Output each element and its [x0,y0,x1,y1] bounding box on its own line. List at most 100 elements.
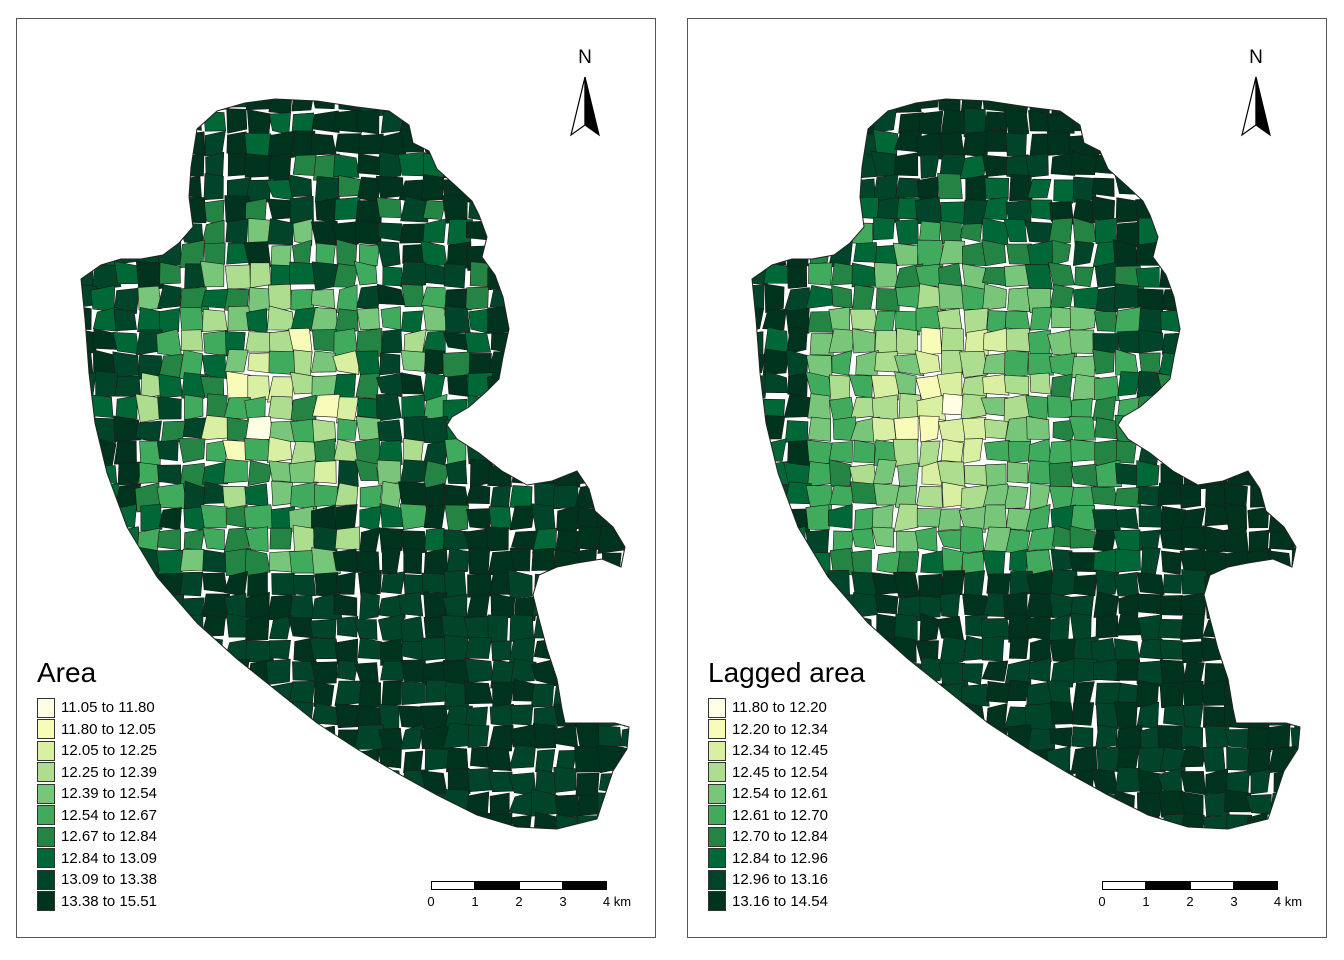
map-region [618,614,629,641]
legend-swatch [708,826,726,847]
map-region [620,352,629,379]
map-region [1248,613,1274,639]
map-region [508,744,536,769]
map-region [511,129,535,152]
map-region [1223,216,1251,245]
map-region [403,812,426,829]
map-region [1223,680,1246,707]
map-region [136,107,161,130]
map-region [178,437,206,464]
map-region [268,639,291,660]
map-region [155,221,181,246]
map-region [874,244,901,267]
map-region [182,837,204,859]
map-region [1093,547,1120,574]
map-region [1182,284,1204,313]
map-region [401,681,426,706]
map-region [556,504,580,534]
map-region [986,813,1008,829]
legend-items: 11.05 to 11.80 11.80 to 12.05 12.05 to 1… [37,697,157,912]
map-region [597,458,619,482]
map-region [334,482,359,507]
map-region [158,373,183,399]
map-region [115,395,138,420]
map-region [897,770,921,795]
map-region [1268,660,1292,686]
map-region [204,242,226,265]
map-region [918,220,941,243]
map-region [806,219,831,245]
map-region [488,771,514,793]
map-region [622,175,629,202]
map-region [938,702,968,728]
scale-tick: 2 [515,894,523,909]
map-region [1250,484,1272,508]
map-region [1250,685,1273,708]
map-region [961,417,987,441]
map-region [850,222,874,246]
legend-swatch [37,740,55,761]
map-region [937,173,963,200]
map-region [1074,266,1094,288]
map-region [489,240,514,266]
map-region [420,704,450,731]
map-region [597,618,624,643]
map-region [829,134,858,155]
map-region [355,350,381,377]
map-region [601,680,622,709]
map-region [1289,505,1300,533]
map-region [203,330,228,357]
map-region [1049,592,1073,618]
map-region [267,218,294,246]
map-region [313,839,336,864]
map-region [532,174,559,199]
map-region [897,462,920,487]
map-region [246,811,275,829]
map-region [354,724,384,750]
legend-label: 13.16 to 14.54 [732,892,828,910]
map-region [574,639,601,660]
map-region [265,658,291,685]
map-region [940,438,964,463]
map-region [444,504,469,533]
map-region [552,635,583,664]
map-region [784,287,810,313]
map-region [785,548,811,577]
map-region [1180,332,1207,359]
map-region [965,835,989,858]
map-region [576,218,602,245]
map-region [1181,592,1208,616]
map-region [1204,241,1230,266]
map-region [831,615,856,638]
map-region [598,395,623,420]
map-region [622,398,629,420]
map-region [1007,679,1030,702]
map-region [441,99,470,113]
map-region [469,834,491,857]
map-region [224,349,249,373]
map-region [315,745,337,777]
map-region [533,615,561,639]
map-region [1205,330,1228,356]
map-region [1095,111,1119,132]
map-region [268,152,292,181]
map-region [763,370,788,394]
map-region [421,174,445,201]
map-region [81,110,93,136]
map-region [487,195,518,220]
map-region [555,327,579,355]
map-region [1201,747,1226,772]
map-region [1158,132,1187,159]
map-region [960,525,985,554]
map-region [159,261,181,285]
map-region [852,284,875,312]
map-region [1246,636,1273,661]
map-region [1269,531,1296,551]
map-region [914,196,943,225]
map-region [488,131,514,155]
map-region [874,593,899,615]
map-region [513,836,533,857]
map-region [1114,487,1142,508]
map-region [1184,439,1206,467]
map-region [531,547,556,571]
